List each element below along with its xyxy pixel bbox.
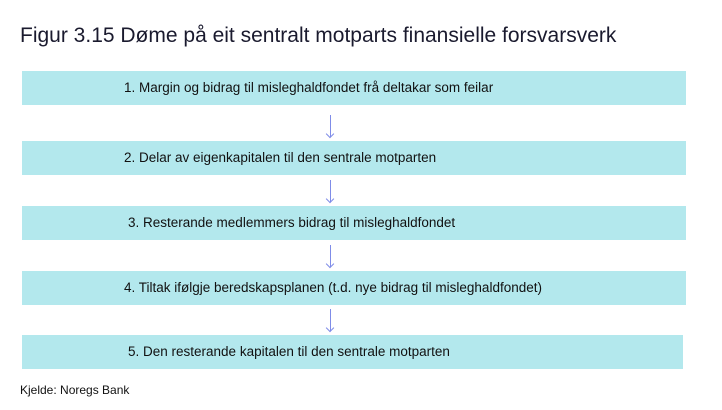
figure-title: Figur 3.15 Døme på eit sentralt motparts…: [20, 24, 617, 47]
step-box-3: 3. Resterande medlemmers bidrag til misl…: [22, 206, 686, 240]
step-box-1: 1. Margin og bidrag til misleghaldfondet…: [22, 71, 686, 105]
source-note: Kjelde: Noregs Bank: [20, 383, 130, 397]
arrow-down-icon: [330, 309, 331, 331]
arrow-down-icon: [330, 180, 331, 202]
step-box-5: 5. Den resterande kapitalen til den sent…: [22, 335, 683, 369]
step-box-2: 2. Delar av eigenkapitalen til den sentr…: [22, 141, 686, 175]
step-box-4: 4. Tiltak ifølgje beredskapsplanen (t.d.…: [22, 271, 686, 305]
arrow-down-icon: [330, 245, 331, 267]
arrow-down-icon: [330, 115, 331, 137]
